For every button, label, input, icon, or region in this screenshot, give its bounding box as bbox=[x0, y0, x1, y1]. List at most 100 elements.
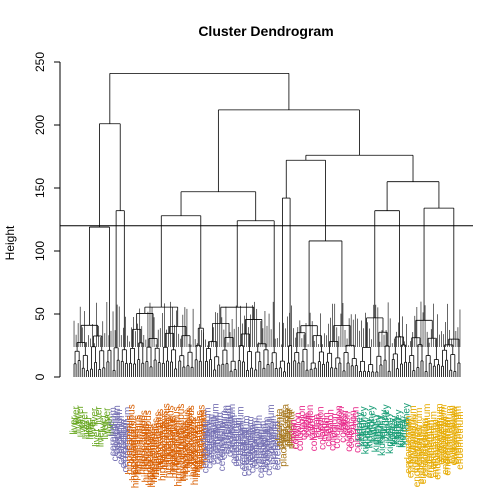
leaf-label-liver: liver bbox=[106, 417, 117, 436]
leaf-label-liver: liver bbox=[96, 428, 107, 447]
leaf-label-hippocampus: hippocampus bbox=[182, 409, 193, 468]
leaf-label-cerebellum: cerebellum bbox=[266, 404, 277, 453]
leaf-label-endometrium: endometrium bbox=[404, 415, 415, 473]
leaf-label-hippocampus: hippocampus bbox=[157, 422, 168, 481]
leaf-label-cerebellum: cerebellum bbox=[205, 420, 216, 469]
leaf-label-cerebellum: cerebellum bbox=[241, 415, 252, 464]
leaf-label-liver: liver bbox=[69, 416, 80, 435]
leaf-label-cerebellum: cerebellum bbox=[211, 403, 222, 452]
leaf-label-hippocampus: hippocampus bbox=[186, 405, 197, 464]
leaf-label-endometrium: endometrium bbox=[443, 417, 454, 475]
leaf-label-hippocampus: hippocampus bbox=[170, 419, 181, 478]
leaf-label-hippocampus: hippocampus bbox=[161, 403, 172, 462]
leaf-label-liver: liver bbox=[90, 407, 101, 426]
leaf-label-hippocampus: hippocampus bbox=[139, 410, 150, 469]
leaf-label-endometrium: endometrium bbox=[455, 411, 466, 469]
leaf-label-hippocampus: hippocampus bbox=[184, 408, 195, 467]
leaf-label-cerebellum: cerebellum bbox=[108, 407, 119, 456]
leaf-label-colon: colon bbox=[348, 410, 359, 434]
leaf-label-endometrium: endometrium bbox=[418, 426, 429, 484]
leaf-label-cerebellum: cerebellum bbox=[268, 416, 279, 465]
leaf-label-colon: colon bbox=[344, 428, 355, 452]
leaf-label-colon: colon bbox=[330, 413, 341, 437]
leaf-label-colon: colon bbox=[322, 412, 333, 436]
leaf-label-liver: liver bbox=[98, 414, 109, 433]
leaf-label-hippocampus: hippocampus bbox=[198, 409, 209, 468]
leaf-label-cerebellum: cerebellum bbox=[252, 420, 263, 469]
leaf-label-liver: liver bbox=[75, 404, 86, 423]
leaf-label-hippocampus: hippocampus bbox=[153, 412, 164, 471]
y-tick-label: 100 bbox=[33, 241, 47, 261]
leaf-label-colon: colon bbox=[346, 424, 357, 448]
leaf-label-cerebellum: cerebellum bbox=[110, 412, 121, 461]
leaf-label-kidney: kidney bbox=[400, 416, 411, 445]
y-tick-label: 250 bbox=[33, 52, 47, 72]
leaf-label-hippocampus: hippocampus bbox=[155, 409, 166, 468]
leaf-label-colon: colon bbox=[336, 407, 347, 431]
leaf-label-cerebellum: cerebellum bbox=[244, 427, 255, 476]
leaf-label-kidney: kidney bbox=[381, 404, 392, 433]
leaf-label-endometrium: endometrium bbox=[434, 403, 445, 461]
leaf-label-cerebellum: cerebellum bbox=[225, 408, 236, 457]
leaf-label-cerebellum: cerebellum bbox=[120, 423, 131, 472]
leaf-label-colon: colon bbox=[340, 410, 351, 434]
leaf-label-colon: colon bbox=[313, 414, 324, 438]
leaf-label-cerebellum: cerebellum bbox=[200, 424, 211, 473]
leaf-label-endometrium: endometrium bbox=[414, 408, 425, 466]
leaf-label-endometrium: endometrium bbox=[447, 405, 458, 463]
leaf-label-hippocampus: hippocampus bbox=[190, 426, 201, 485]
y-axis: 0 50 100 150 200 250 bbox=[33, 52, 61, 380]
leaf-label-colon: colon bbox=[303, 412, 314, 436]
leaf-label-kidney: kidney bbox=[397, 419, 408, 448]
leaf-label-kidney: kidney bbox=[385, 425, 396, 454]
leaf-label-cerebellum: cerebellum bbox=[264, 427, 275, 476]
leaf-label-cerebellum: cerebellum bbox=[248, 424, 259, 473]
leaf-label-placenta: placenta bbox=[283, 408, 294, 446]
leaf-label-liver: liver bbox=[79, 410, 90, 429]
leaf-label-hippocampus: hippocampus bbox=[133, 415, 144, 474]
leaf-label-colon: colon bbox=[328, 427, 339, 451]
leaf-label-cerebellum: cerebellum bbox=[233, 417, 244, 466]
leaf-label-liver: liver bbox=[102, 407, 113, 426]
leaf-label-liver: liver bbox=[73, 414, 84, 433]
leaf-label-kidney: kidney bbox=[391, 416, 402, 445]
leaf-label-cerebellum: cerebellum bbox=[116, 416, 127, 465]
leaf-label-hippocampus: hippocampus bbox=[174, 427, 185, 486]
leaf-label-endometrium: endometrium bbox=[422, 404, 433, 462]
leaf-label-hippocampus: hippocampus bbox=[129, 421, 140, 480]
leaf-label-cerebellum: cerebellum bbox=[272, 421, 283, 470]
leaf-label-cerebellum: cerebellum bbox=[112, 405, 123, 454]
leaf-label-cerebellum: cerebellum bbox=[237, 421, 248, 470]
leaf-labels: liverliverliverliverliverliverliverliver… bbox=[69, 403, 466, 488]
leaf-label-kidney: kidney bbox=[379, 410, 390, 439]
leaf-label-hippocampus: hippocampus bbox=[168, 415, 179, 474]
leaf-label-cerebellum: cerebellum bbox=[114, 409, 125, 458]
leaf-label-hippocampus: hippocampus bbox=[151, 418, 162, 477]
leaf-label-endometrium: endometrium bbox=[424, 420, 435, 478]
leaf-label-endometrium: endometrium bbox=[420, 418, 431, 476]
leaf-label-liver: liver bbox=[81, 420, 92, 439]
leaf-label-colon: colon bbox=[293, 412, 304, 436]
leaf-label-hippocampus: hippocampus bbox=[192, 416, 203, 475]
chart-title: Cluster Dendrogram bbox=[198, 23, 333, 39]
leaf-label-kidney: kidney bbox=[358, 406, 369, 435]
leaf-label-colon: colon bbox=[342, 412, 353, 436]
leaf-label-placenta: placenta bbox=[285, 409, 296, 447]
leaf-label-liver: liver bbox=[100, 420, 111, 439]
leaf-label-hippocampus: hippocampus bbox=[137, 415, 148, 474]
leaf-label-liver: liver bbox=[71, 405, 82, 424]
leaf-label-colon: colon bbox=[307, 415, 318, 439]
y-axis-label: Height bbox=[3, 225, 17, 260]
leaf-label-cerebellum: cerebellum bbox=[256, 429, 267, 478]
leaf-label-hippocampus: hippocampus bbox=[166, 405, 177, 464]
leaf-label-kidney: kidney bbox=[365, 419, 376, 448]
y-tick-label: 50 bbox=[33, 307, 47, 321]
leaf-label-endometrium: endometrium bbox=[432, 421, 443, 479]
leaf-label-hippocampus: hippocampus bbox=[149, 423, 160, 482]
leaf-label-cerebellum: cerebellum bbox=[221, 405, 232, 454]
leaf-label-colon: colon bbox=[334, 405, 345, 429]
leaf-label-colon: colon bbox=[291, 425, 302, 449]
leaf-label-colon: colon bbox=[305, 405, 316, 429]
leaf-label-colon: colon bbox=[326, 409, 337, 433]
